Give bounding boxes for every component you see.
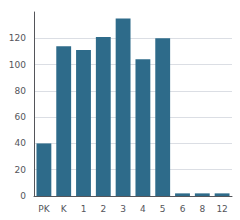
svg-text:4: 4 [140, 204, 146, 214]
svg-text:8: 8 [199, 204, 205, 214]
svg-text:6: 6 [180, 204, 186, 214]
svg-text:20: 20 [15, 165, 27, 175]
svg-text:120: 120 [9, 33, 26, 43]
svg-text:80: 80 [15, 86, 27, 96]
svg-text:2: 2 [100, 204, 106, 214]
svg-text:PK: PK [38, 204, 50, 214]
svg-text:12: 12 [216, 204, 227, 214]
svg-text:3: 3 [120, 204, 126, 214]
svg-text:100: 100 [9, 60, 26, 70]
svg-text:K: K [61, 204, 68, 214]
svg-text:40: 40 [15, 138, 27, 148]
svg-text:1: 1 [81, 204, 87, 214]
svg-text:0: 0 [20, 191, 26, 201]
svg-text:60: 60 [15, 112, 27, 122]
svg-text:5: 5 [160, 204, 166, 214]
